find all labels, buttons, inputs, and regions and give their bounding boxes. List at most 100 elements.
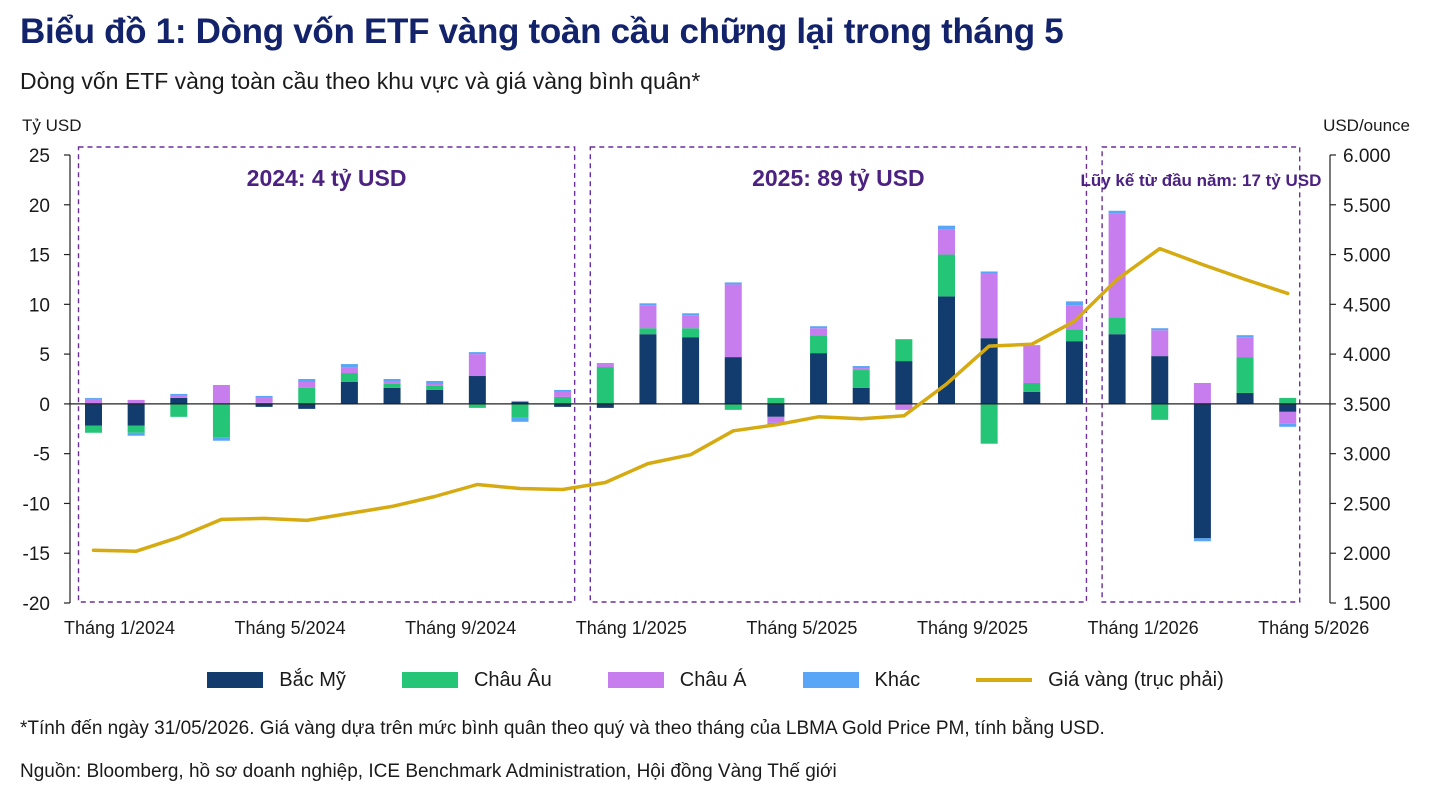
bar-segment — [1236, 335, 1254, 338]
bar-segment — [682, 315, 700, 329]
legend-item: Bắc Mỹ — [207, 669, 346, 692]
bar-segment — [468, 352, 486, 355]
bar-segment — [554, 391, 572, 397]
bar-segment — [724, 282, 742, 285]
bar-segment — [596, 364, 614, 368]
bar-segment — [298, 387, 316, 404]
right-tick-label: 5.500 — [1343, 196, 1391, 217]
bar-segment — [682, 337, 700, 404]
bar-segment — [554, 396, 572, 404]
right-tick-label: 2.500 — [1343, 494, 1391, 515]
bar-segment — [85, 397, 102, 399]
chart-subtitle: Dòng vốn ETF vàng toàn cầu theo khu vực … — [20, 68, 701, 94]
right-tick-label: 6.000 — [1343, 146, 1391, 167]
legend: Bắc Mỹ Châu Âu Châu Á Khác Giá vàng (trục ph… — [0, 664, 1431, 696]
bar-segment — [938, 229, 955, 255]
bar-segment — [596, 403, 614, 408]
gold-price-line — [91, 246, 1290, 553]
bar-segment — [255, 395, 273, 398]
bar-segment — [895, 339, 913, 362]
left-tick-label: 0 — [39, 395, 50, 416]
bar-segment — [639, 328, 657, 335]
bar-segment — [682, 328, 700, 338]
source-note: Nguồn: Bloomberg, hồ sơ doanh nghiệp, IC… — [20, 761, 837, 782]
bar-segment — [1193, 382, 1211, 404]
bar-segment — [767, 397, 785, 404]
bar-segment — [1236, 392, 1254, 404]
bar-segment — [511, 403, 529, 418]
bar-segment — [938, 296, 955, 404]
left-tick-label: 20 — [29, 196, 50, 217]
bar-segment — [980, 273, 998, 339]
bar-segment — [767, 403, 785, 417]
left-axis-label: Tỷ USD — [22, 116, 82, 135]
bar-segment — [170, 395, 188, 398]
bar-segment — [810, 326, 828, 329]
bar-segment — [639, 334, 657, 404]
right-tick-label: 3.500 — [1343, 395, 1391, 416]
bar-segment — [1023, 345, 1041, 383]
x-tick-label: Tháng 9/2024 — [405, 618, 516, 638]
bar-segment — [298, 379, 316, 382]
bar-segment — [127, 425, 145, 433]
bar-segment — [127, 399, 145, 404]
bar-segment — [980, 271, 998, 274]
x-tick-label: Tháng 1/2025 — [576, 618, 687, 638]
bar-segment — [468, 403, 486, 408]
bar-segment — [426, 389, 444, 404]
period-label: Lũy kế từ đầu năm: 17 tỷ USD — [1080, 171, 1321, 190]
legend-swatch — [802, 672, 859, 688]
legend-label: Bắc Mỹ — [279, 668, 346, 691]
bar-segment — [1108, 334, 1126, 404]
bar-segment — [85, 398, 102, 404]
x-tick-label: Tháng 5/2024 — [235, 618, 346, 638]
bar-segment — [1279, 403, 1297, 412]
footnote: *Tính đến ngày 31/05/2026. Giá vàng dựa … — [20, 718, 1105, 739]
period-label: 2025: 89 tỷ USD — [752, 165, 925, 191]
right-tick-label: 5.000 — [1343, 246, 1391, 267]
bar-segment — [810, 353, 828, 404]
bar-segment — [1151, 403, 1169, 420]
left-tick-label: 15 — [29, 246, 50, 267]
bar-segment — [1193, 403, 1211, 539]
bar-segment — [468, 354, 486, 377]
bar-segment — [212, 384, 230, 404]
bar-segment — [212, 437, 230, 441]
chart-canvas: Tỷ USD USD/ounce 25 20 15 10 5 0 -5 -10 -15 -20 6.00… — [22, 116, 1410, 638]
left-tick-label: -5 — [33, 445, 50, 466]
bar-segment — [724, 284, 742, 358]
legend-item: Châu Âu — [401, 669, 552, 692]
bar-segment — [724, 403, 742, 410]
legend-swatch — [401, 672, 458, 688]
bar-segment — [1236, 337, 1254, 358]
bar-segment — [596, 367, 614, 404]
right-tick-label: 2.000 — [1343, 544, 1391, 565]
legend-item: Châu Á — [607, 668, 747, 692]
bar-segment — [255, 397, 273, 403]
bar-segment — [852, 387, 870, 404]
left-tick-label: 10 — [29, 295, 50, 316]
legend-label: Châu Á — [679, 668, 747, 691]
x-tick-label: Tháng 1/2026 — [1088, 618, 1199, 638]
x-tick-label: Tháng 5/2025 — [746, 618, 857, 638]
bar-segment — [170, 393, 188, 396]
period-box — [77, 146, 576, 603]
legend-line-swatch — [976, 678, 1033, 682]
bar-segment — [852, 366, 870, 369]
legend-item: Khác — [802, 669, 920, 692]
bar-segment — [170, 403, 188, 417]
left-tick-label: -20 — [23, 594, 50, 615]
left-tick-label: 25 — [29, 146, 50, 167]
left-tick-label: 5 — [39, 345, 50, 366]
bar-segment — [1151, 328, 1169, 331]
bar-segment — [127, 432, 145, 436]
bar-segment — [852, 368, 870, 371]
bar-segment — [1236, 357, 1254, 393]
legend-item: Giá vàng (trục phải) — [976, 669, 1224, 692]
bar-segment — [639, 303, 657, 306]
period-box — [1101, 146, 1301, 603]
bar-segment — [1023, 391, 1041, 404]
bar-segment — [170, 397, 188, 404]
bar-segment — [810, 328, 828, 336]
left-tick-label: -15 — [23, 544, 50, 565]
